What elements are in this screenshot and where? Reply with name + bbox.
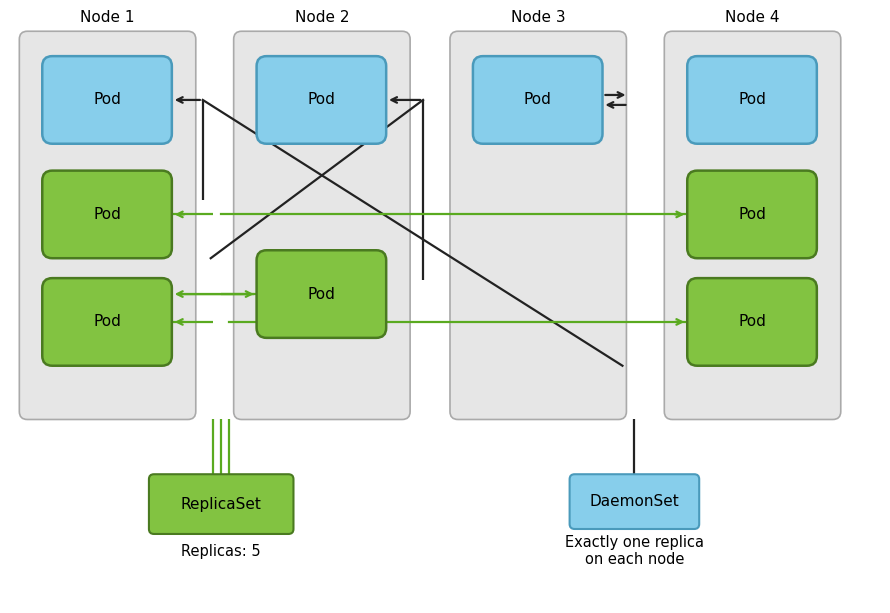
- Text: Replicas: 5: Replicas: 5: [182, 544, 261, 560]
- Text: Exactly one replica
on each node: Exactly one replica on each node: [565, 535, 704, 567]
- Text: Pod: Pod: [93, 314, 121, 329]
- Text: Pod: Pod: [93, 93, 121, 107]
- FancyBboxPatch shape: [664, 31, 841, 419]
- FancyBboxPatch shape: [256, 56, 386, 143]
- FancyBboxPatch shape: [473, 56, 603, 143]
- Text: Pod: Pod: [307, 286, 336, 302]
- Text: ReplicaSet: ReplicaSet: [181, 497, 262, 512]
- FancyBboxPatch shape: [42, 278, 172, 366]
- FancyBboxPatch shape: [234, 31, 410, 419]
- FancyBboxPatch shape: [570, 474, 700, 529]
- Text: Pod: Pod: [738, 207, 766, 222]
- FancyBboxPatch shape: [687, 56, 817, 143]
- FancyBboxPatch shape: [149, 474, 294, 534]
- Text: Pod: Pod: [524, 93, 552, 107]
- Text: Pod: Pod: [93, 207, 121, 222]
- Text: Node 3: Node 3: [511, 10, 565, 25]
- Text: Pod: Pod: [738, 314, 766, 329]
- Text: Node 2: Node 2: [295, 10, 349, 25]
- FancyBboxPatch shape: [687, 170, 817, 258]
- Text: Node 1: Node 1: [80, 10, 134, 25]
- Text: Pod: Pod: [738, 93, 766, 107]
- FancyBboxPatch shape: [256, 250, 386, 338]
- FancyBboxPatch shape: [450, 31, 627, 419]
- FancyBboxPatch shape: [20, 31, 196, 419]
- FancyBboxPatch shape: [42, 170, 172, 258]
- FancyBboxPatch shape: [687, 278, 817, 366]
- Text: DaemonSet: DaemonSet: [589, 494, 679, 509]
- Text: Node 4: Node 4: [725, 10, 780, 25]
- Text: Pod: Pod: [307, 93, 336, 107]
- FancyBboxPatch shape: [42, 56, 172, 143]
